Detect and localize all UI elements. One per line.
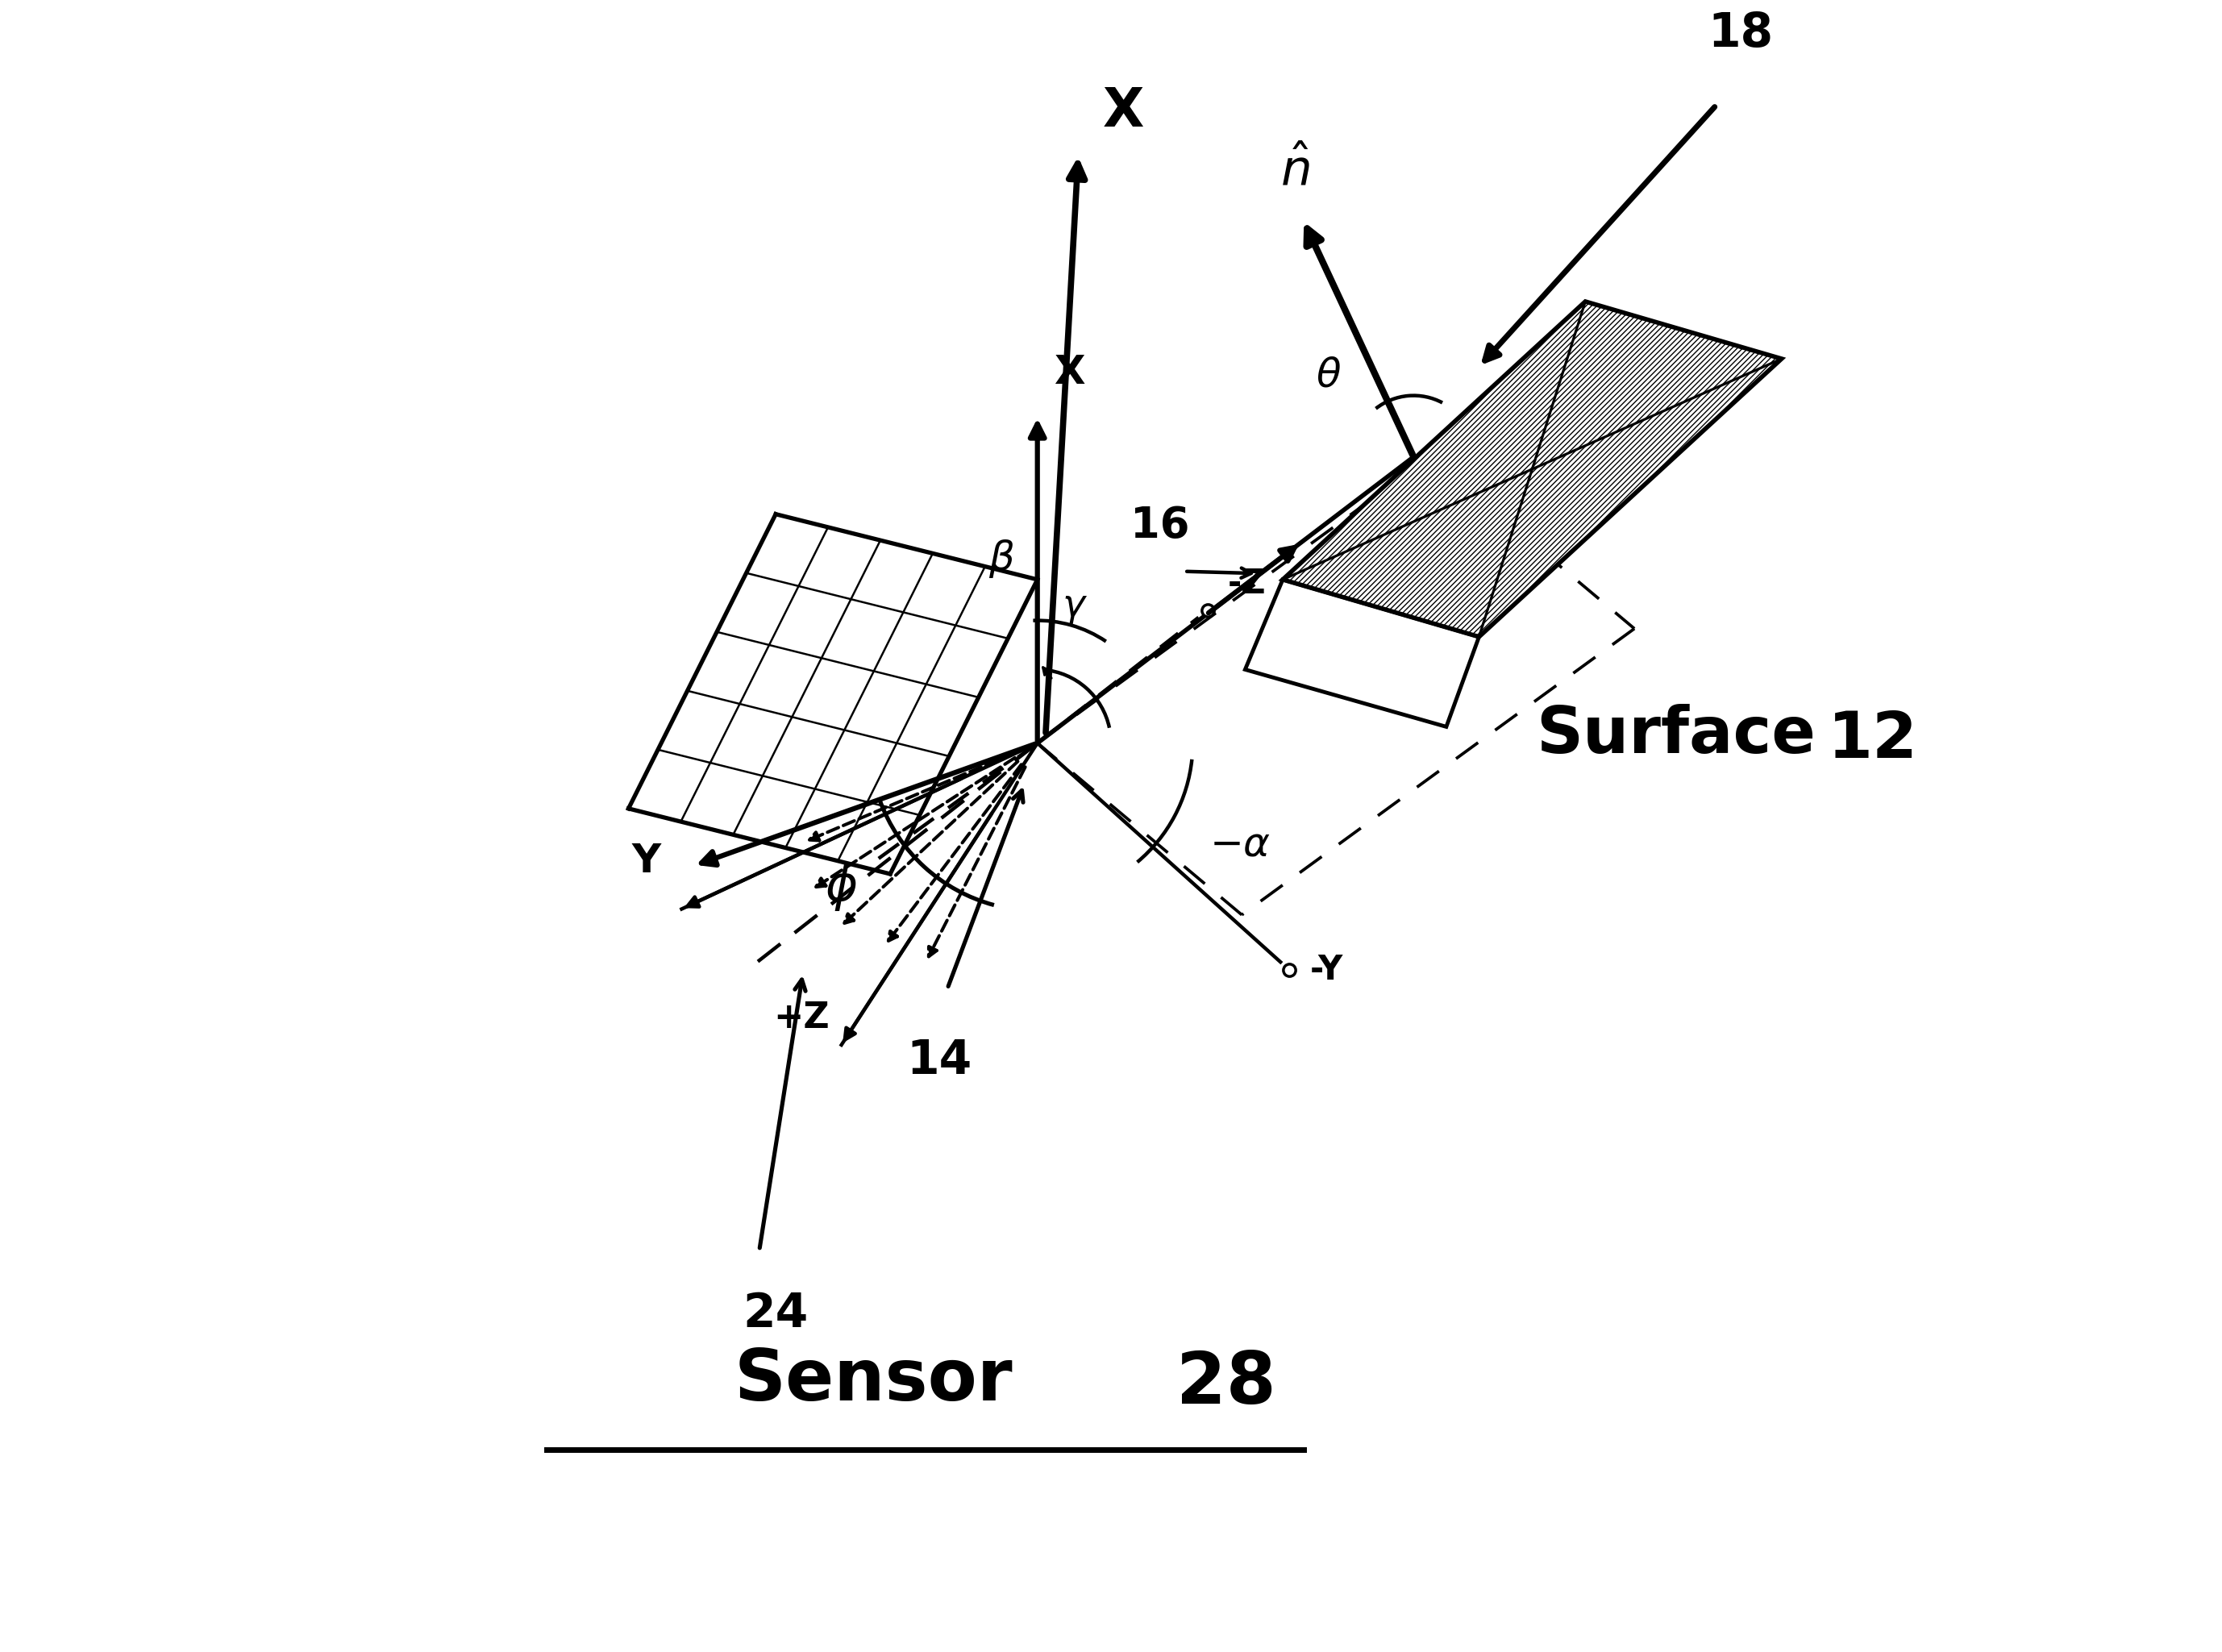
Text: +Z: +Z [773, 1001, 829, 1036]
Text: 16: 16 [1131, 506, 1189, 547]
Text: 28: 28 [1175, 1350, 1275, 1419]
Text: 12: 12 [1826, 709, 1918, 771]
Text: X: X [1102, 84, 1144, 139]
Text: Sensor: Sensor [735, 1346, 1013, 1416]
Text: $\gamma$: $\gamma$ [1062, 590, 1089, 626]
Text: $\theta$: $\theta$ [1315, 357, 1342, 395]
Text: -Y: -Y [1311, 953, 1342, 988]
Text: $\beta$: $\beta$ [989, 537, 1015, 580]
Text: X: X [1053, 354, 1084, 392]
Text: -Z: -Z [1229, 567, 1267, 601]
Text: Y: Y [631, 841, 662, 881]
Text: 18: 18 [1709, 10, 1773, 56]
Text: $\phi$: $\phi$ [824, 862, 858, 912]
Polygon shape [1244, 580, 1480, 727]
Text: $\hat{n}$: $\hat{n}$ [1280, 147, 1309, 195]
Text: 24: 24 [742, 1292, 809, 1336]
Text: Surface: Surface [1535, 704, 1815, 767]
Text: 14: 14 [907, 1037, 971, 1084]
Polygon shape [1282, 302, 1782, 636]
Text: $-\alpha$: $-\alpha$ [1209, 826, 1271, 864]
